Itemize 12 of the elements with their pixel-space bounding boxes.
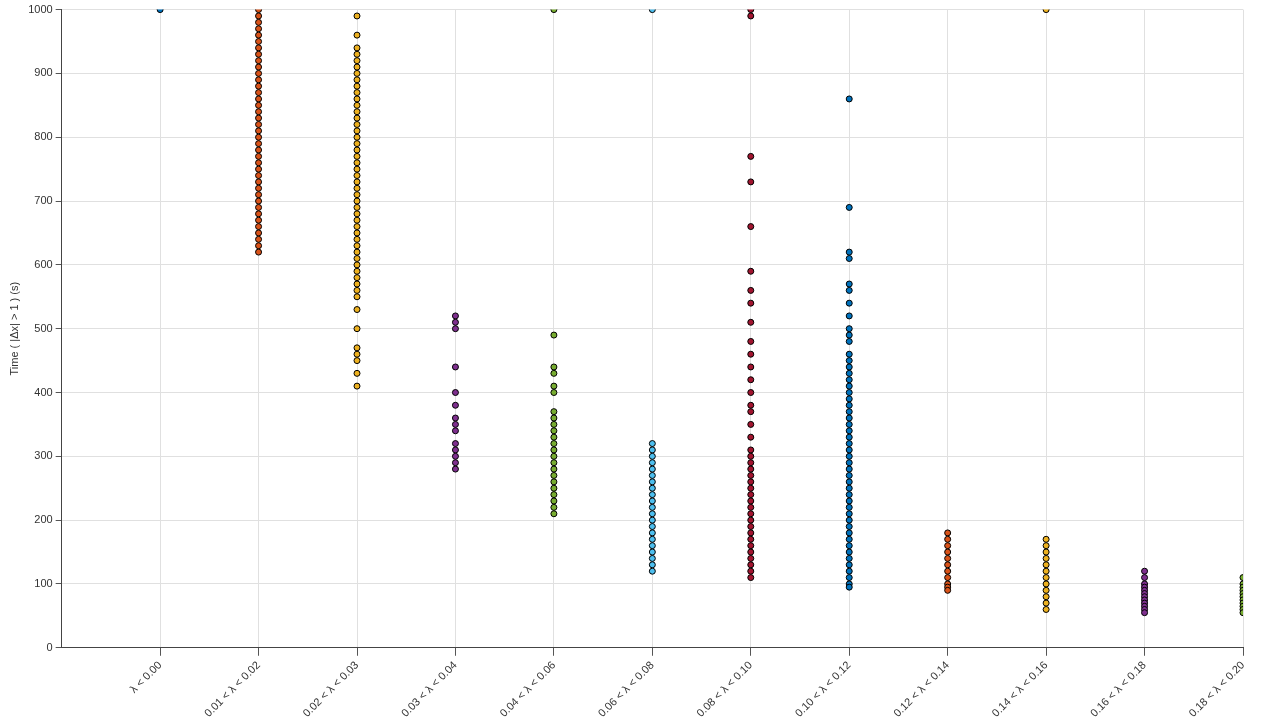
y-tick-label: 600 [34, 257, 53, 270]
y-tick-label: 1000 [28, 2, 53, 15]
y-tick-label: 900 [34, 66, 53, 79]
y-tick-label: 800 [34, 130, 53, 143]
y-tick-label: 200 [34, 513, 53, 526]
y-tick-label: 100 [34, 576, 53, 589]
y-tick-label: 700 [34, 194, 53, 207]
y-axis-title: Time ( |Δx| > 1 ) (s) [7, 281, 20, 376]
y-tick-label: 500 [34, 321, 53, 334]
y-tick-label: 400 [34, 385, 53, 398]
y-tick-label: 300 [34, 449, 53, 462]
y-tick-label: 0 [46, 640, 53, 653]
